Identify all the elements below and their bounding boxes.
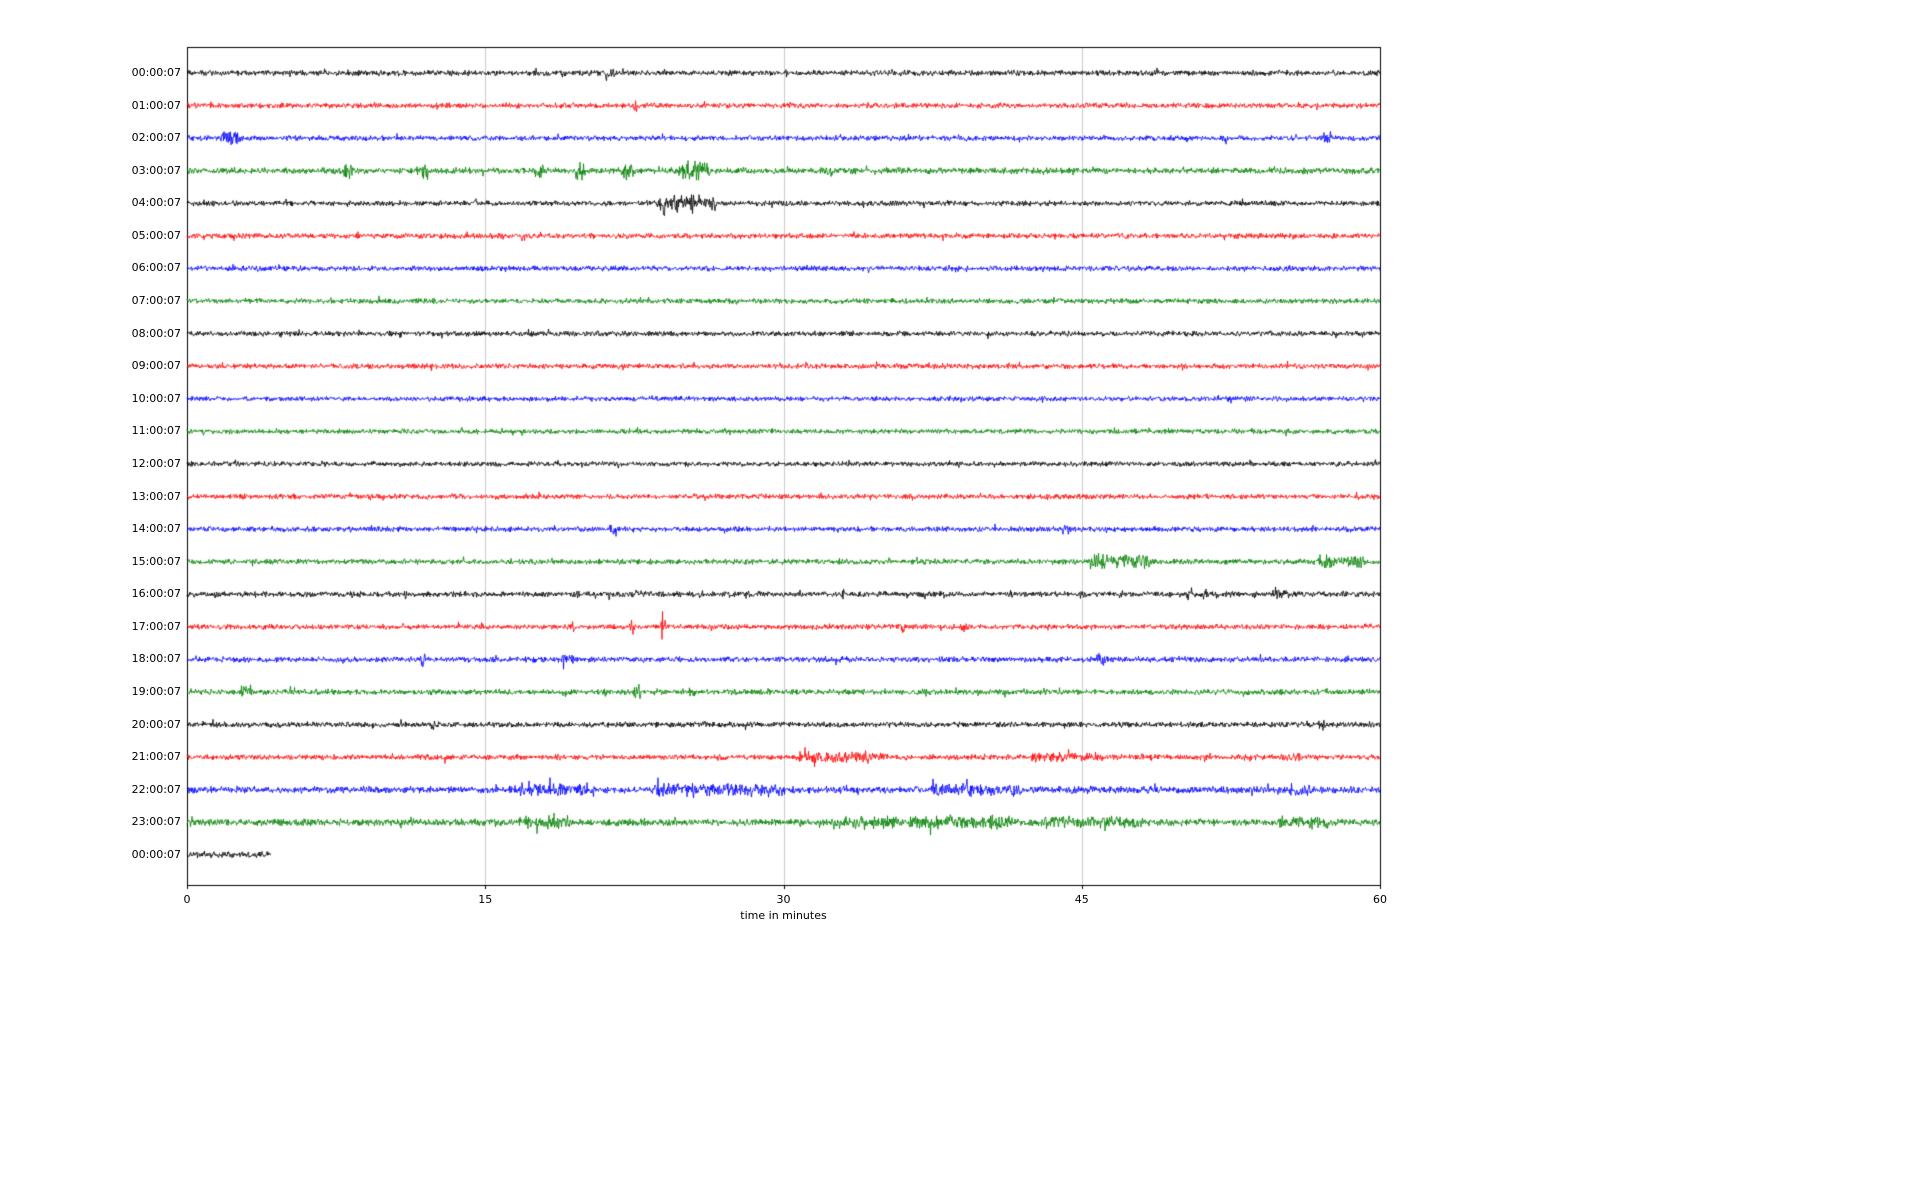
- row-label: 12:00:07: [131, 456, 181, 470]
- row-label: 19:00:07: [131, 685, 181, 699]
- row-label: 20:00:07: [131, 717, 181, 731]
- row-label: 02:00:07: [131, 131, 181, 145]
- row-label: 06:00:07: [131, 261, 181, 275]
- row-label: 17:00:07: [131, 619, 181, 633]
- row-label: 22:00:07: [131, 782, 181, 796]
- row-label: 15:00:07: [131, 554, 181, 568]
- row-label: 00:00:07: [131, 66, 181, 79]
- row-label: 07:00:07: [131, 294, 181, 308]
- x-axis-label: time in minutes: [740, 909, 827, 922]
- row-label: 05:00:07: [131, 228, 181, 242]
- x-tick-label: 0: [183, 893, 191, 906]
- row-label: 03:00:07: [131, 163, 181, 177]
- x-tick-label: 30: [776, 893, 791, 906]
- row-label: 10:00:07: [131, 391, 181, 405]
- x-tick-label: 45: [1074, 893, 1089, 906]
- row-label: 14:00:07: [131, 522, 181, 536]
- row-label: 04:00:07: [131, 196, 181, 210]
- row-label: 18:00:07: [131, 652, 181, 666]
- x-tick-label: 15: [478, 893, 493, 906]
- x-tick-label: 60: [1373, 893, 1387, 906]
- row-label: 00:00:07: [131, 847, 181, 861]
- row-label: 21:00:07: [131, 750, 181, 764]
- row-label: 01:00:07: [131, 98, 181, 112]
- row-label: 08:00:07: [131, 326, 181, 340]
- row-label: 09:00:07: [131, 359, 181, 373]
- row-label: 23:00:07: [131, 815, 181, 829]
- row-label: 16:00:07: [131, 587, 181, 601]
- row-label: 13:00:07: [131, 489, 181, 503]
- row-label: 11:00:07: [131, 424, 181, 438]
